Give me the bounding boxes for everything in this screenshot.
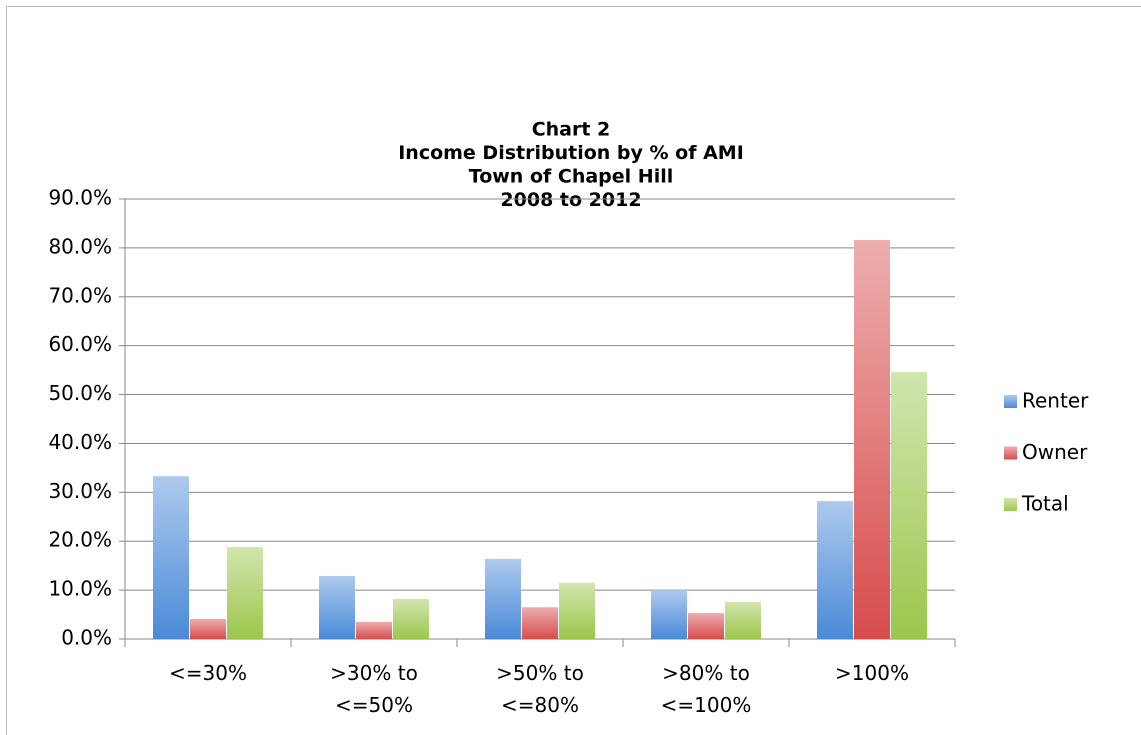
x-tick-label: >30% to <=50% [330,661,418,717]
legend-label: Renter [1022,389,1089,413]
x-tick-label: >50% to <=80% [496,661,584,717]
bar [651,590,687,639]
legend-label: Owner [1022,440,1088,464]
bar [356,621,392,639]
y-tick-label: 50.0% [48,381,112,405]
legend-swatch [1004,395,1017,408]
bar [153,476,189,639]
bar [725,601,761,639]
y-tick-label: 20.0% [48,528,112,552]
bar [522,607,558,639]
chart-title: Chart 2 [532,119,611,141]
bar [817,501,853,639]
y-tick-label: 70.0% [48,283,112,307]
y-tick-label: 30.0% [48,479,112,503]
bar [854,240,890,640]
legend-swatch [1004,498,1017,511]
bar [559,582,595,639]
bar [485,558,521,639]
bar [319,575,355,639]
y-tick-label: 40.0% [48,430,112,454]
bar [190,618,226,639]
x-tick-label: >100% [835,661,909,685]
y-tick-label: 0.0% [61,626,112,650]
y-tick-label: 10.0% [48,577,112,601]
bar [891,372,927,639]
legend-swatch [1004,446,1017,460]
y-tick-label: 80.0% [48,234,112,258]
chart-title: 2008 to 2012 [500,189,641,211]
x-tick-label: <=30% [169,661,247,685]
y-tick-label: 60.0% [48,332,112,356]
chart-title: Town of Chapel Hill [469,166,673,188]
bar [688,613,724,639]
bar [227,547,263,639]
y-tick-label: 90.0% [48,186,112,210]
legend-label: Total [1021,492,1069,516]
bar [393,598,429,639]
chart-title: Income Distribution by % of AMI [398,142,744,164]
x-tick-label: >80% to <=100% [660,661,752,717]
